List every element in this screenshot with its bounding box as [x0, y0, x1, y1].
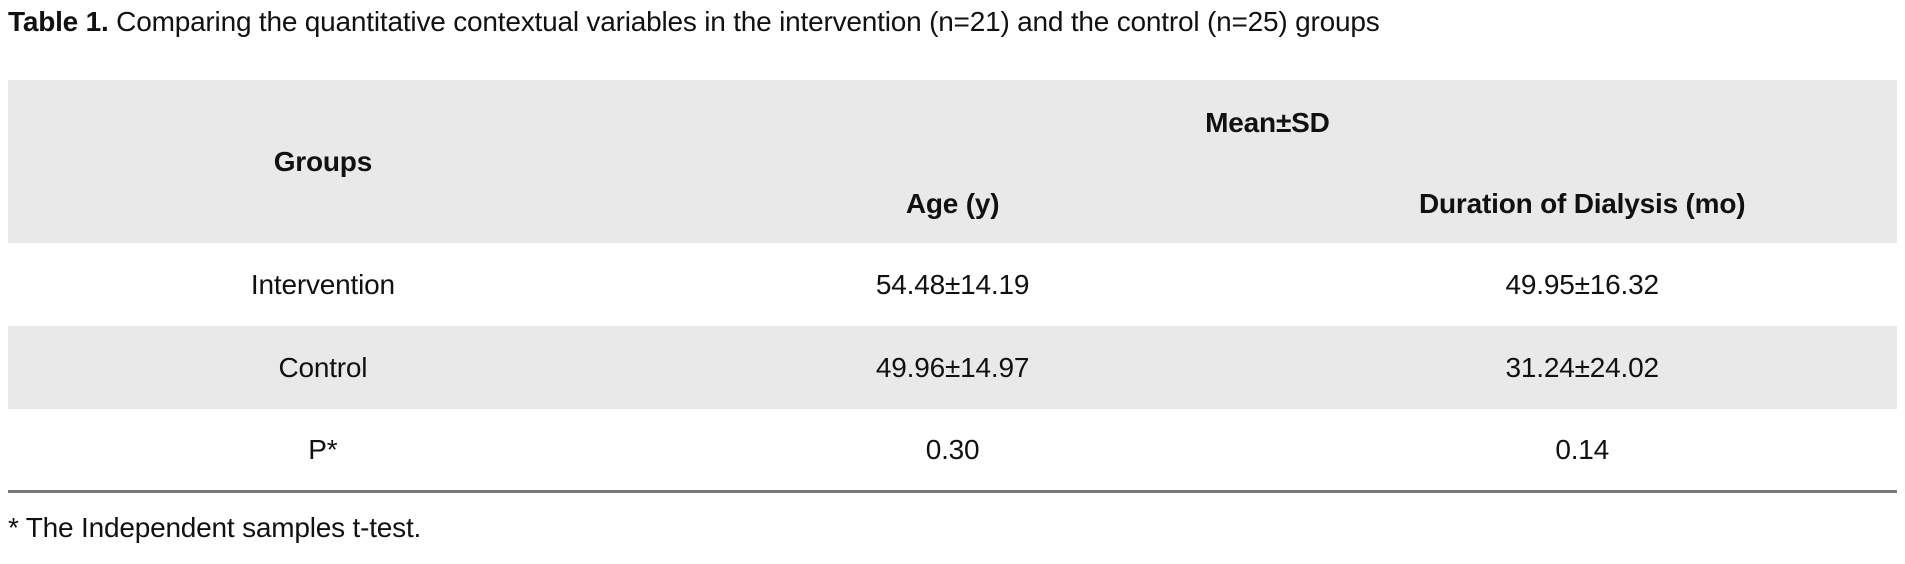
table-caption: Table 1. Comparing the quantitative cont… — [8, 4, 1888, 40]
table-row-control: Control 49.96±14.97 31.24±24.02 — [8, 326, 1897, 409]
table-area: Groups Mean±SD Age (y) Duration of Dialy… — [8, 80, 1897, 545]
header-row-top: Groups Mean±SD — [8, 80, 1897, 243]
row-label-cell: Intervention — [8, 243, 638, 326]
age-value-cell: 49.96±14.97 — [637, 326, 1268, 409]
header-row-sub: Age (y) Duration of Dialysis (mo) — [8, 165, 1897, 243]
row-label-cell: Control — [8, 326, 638, 409]
data-table: Groups Mean±SD Age (y) Duration of Dialy… — [8, 80, 1897, 490]
table-caption-text: Comparing the quantitative contextual va… — [108, 6, 1380, 37]
row-label-cell: P* — [8, 409, 638, 490]
table-header: Groups Mean±SD Age (y) Duration of Dialy… — [8, 80, 1897, 243]
table-bottom-rule — [8, 490, 1897, 493]
header-mean-sd: Mean±SD — [637, 80, 1897, 165]
table-body: Intervention 54.48±14.19 49.95±16.32 Con… — [8, 243, 1897, 490]
table-row-intervention: Intervention 54.48±14.19 49.95±16.32 — [8, 243, 1897, 326]
duration-value-cell: 49.95±16.32 — [1267, 243, 1897, 326]
table-row-pvalue: P* 0.30 0.14 — [8, 409, 1897, 490]
duration-value-cell: 0.14 — [1267, 409, 1897, 490]
age-value-cell: 0.30 — [637, 409, 1268, 490]
table-caption-label: Table 1. — [8, 6, 109, 37]
age-value-cell: 54.48±14.19 — [637, 243, 1268, 326]
header-duration: Duration of Dialysis (mo) — [1267, 165, 1897, 243]
table-footnote: * The Independent samples t-test. — [8, 512, 422, 543]
header-groups: Groups — [8, 80, 638, 243]
header-age: Age (y) — [637, 165, 1268, 243]
duration-value-cell: 31.24±24.02 — [1267, 326, 1897, 409]
